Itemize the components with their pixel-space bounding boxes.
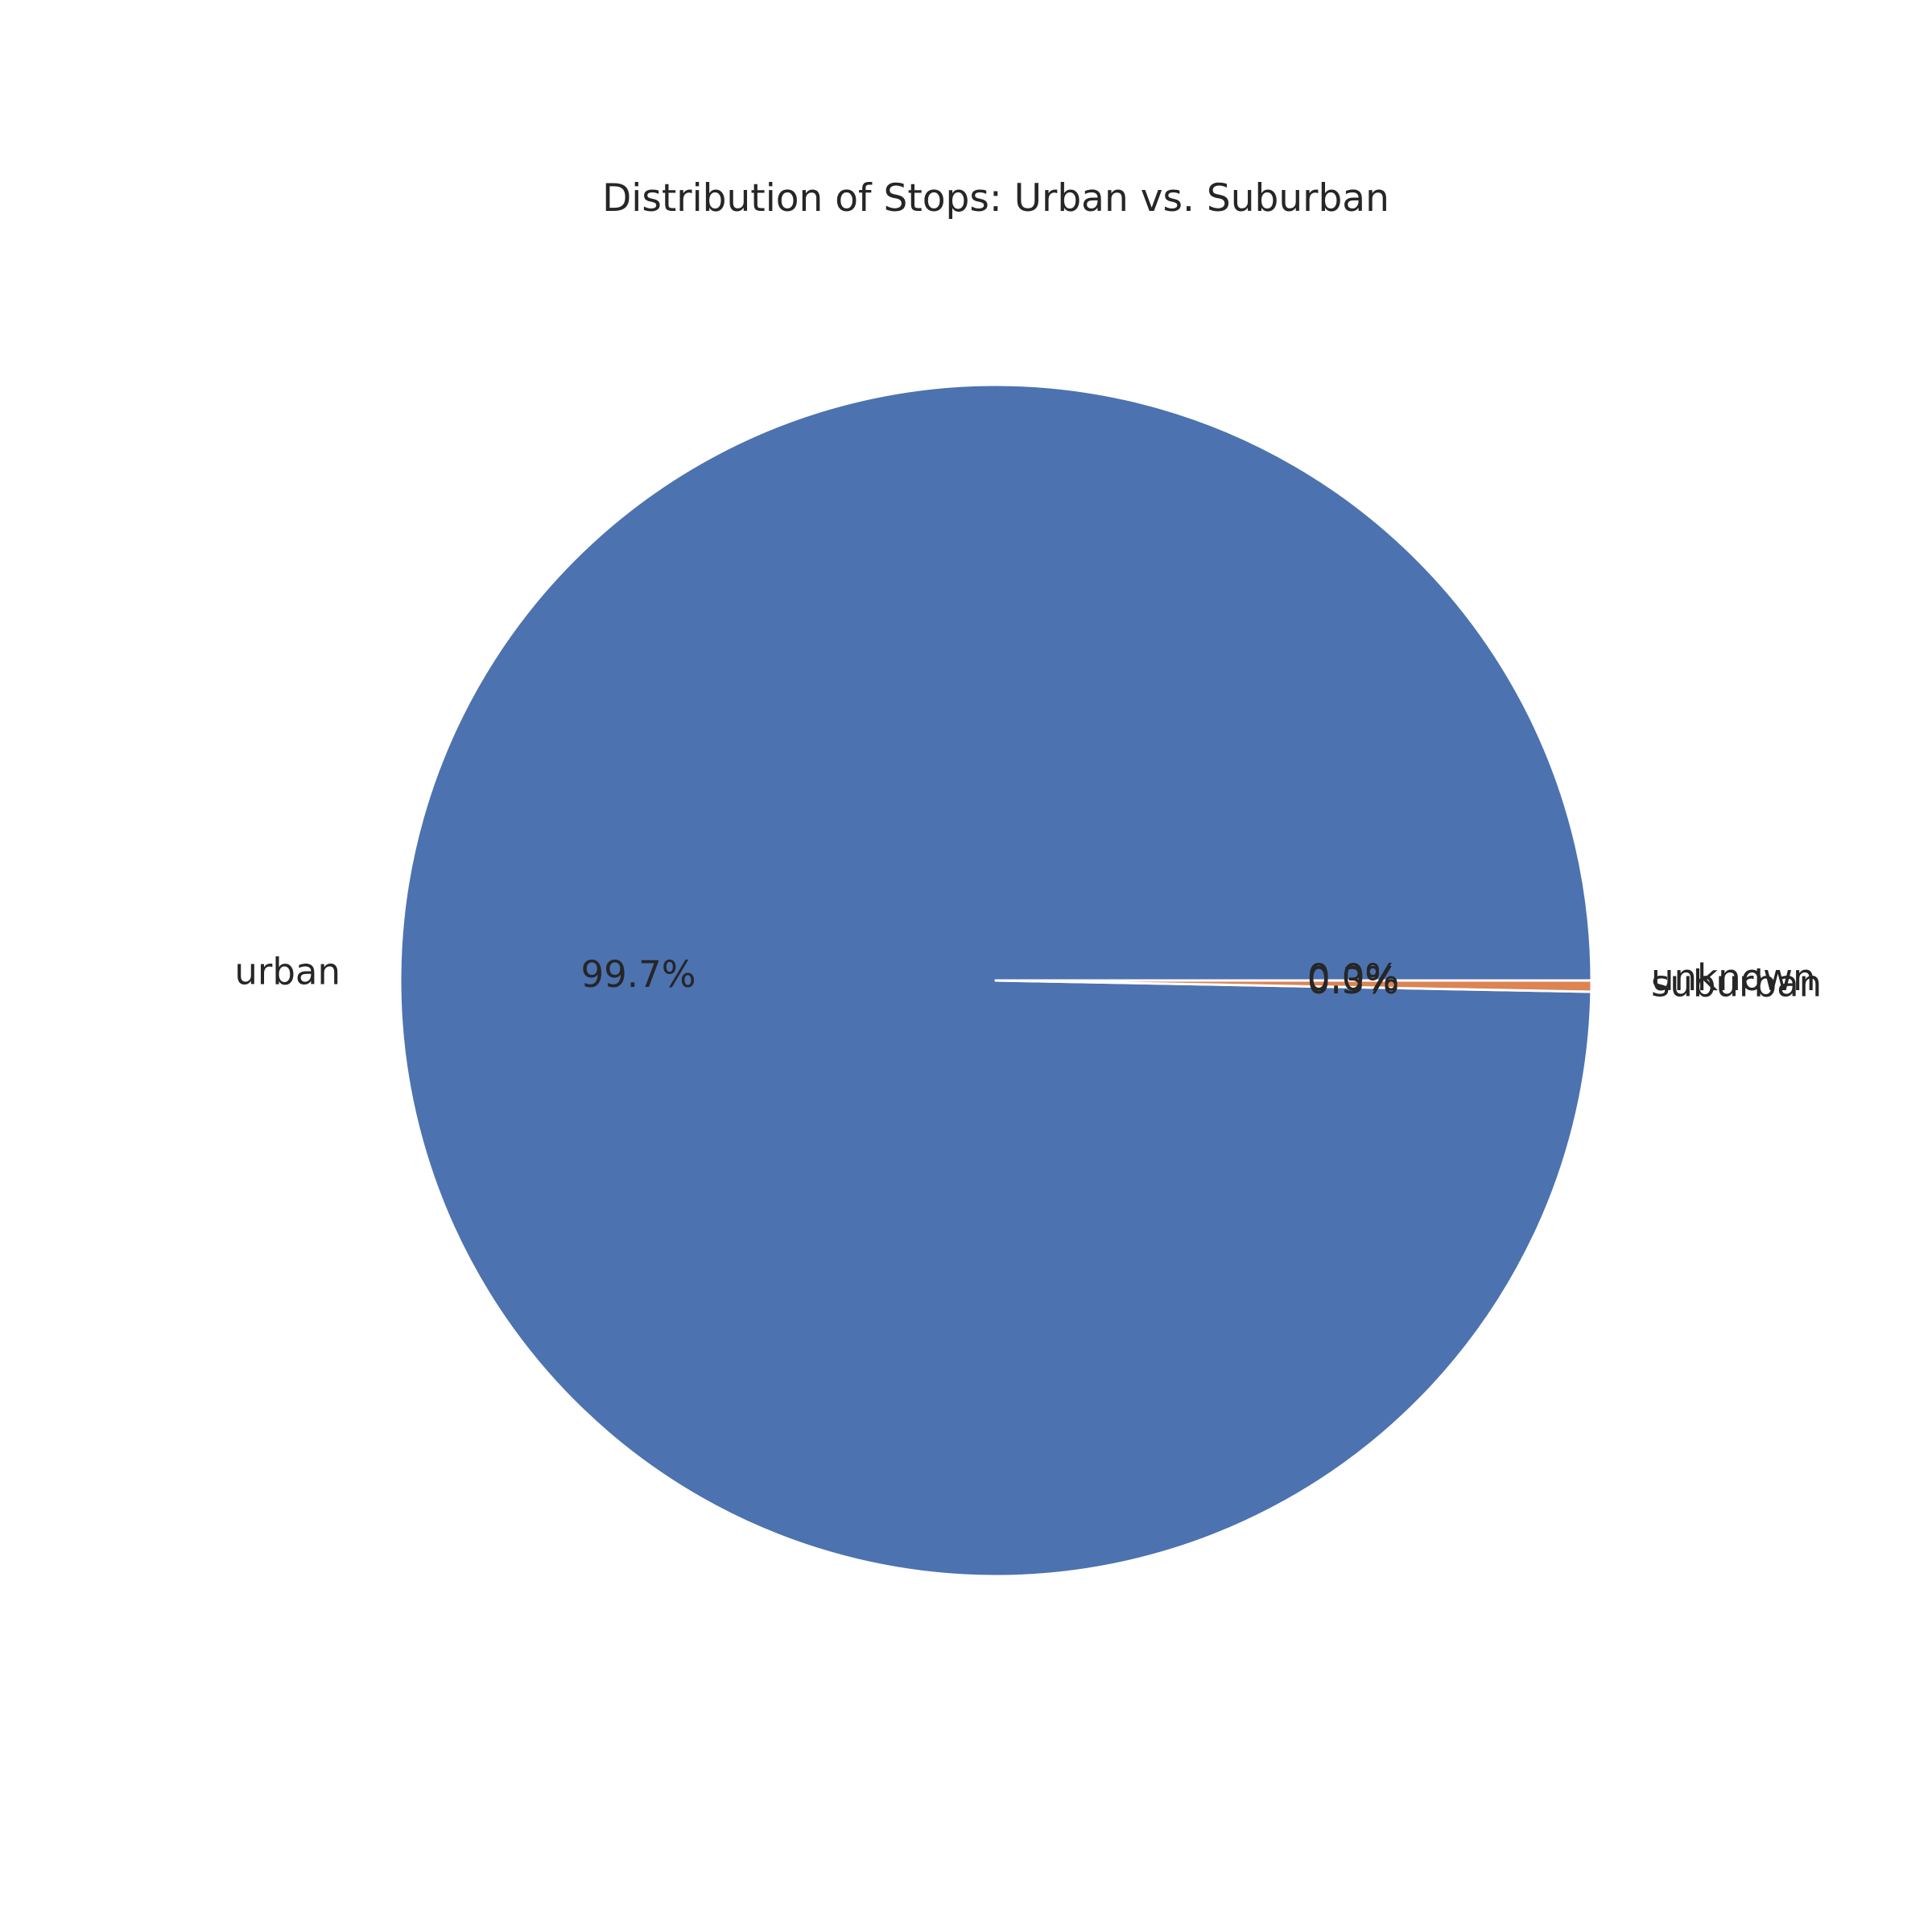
slice-label-urban: urban bbox=[234, 950, 341, 993]
slice-label-suburban: suburban bbox=[1651, 963, 1822, 1005]
pct-label-unknown: 0.0% bbox=[1307, 956, 1399, 999]
pct-label-urban: 99.7% bbox=[581, 953, 696, 996]
pct-label-suburban: 0.3% bbox=[1307, 960, 1399, 1002]
slice-label-unknown: unknown bbox=[1651, 956, 1815, 999]
pie-slices bbox=[398, 383, 1593, 1578]
chart-title: Distribution of Stops: Urban vs. Suburba… bbox=[602, 176, 1389, 221]
pie-labels: urban 99.7% suburban 0.3% unknown 0.0% bbox=[234, 950, 1822, 1005]
